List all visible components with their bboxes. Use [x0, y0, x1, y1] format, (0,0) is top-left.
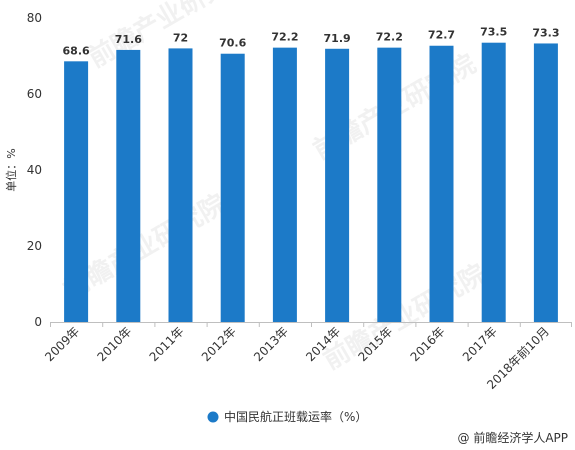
x-tick-label: 2013年	[251, 324, 291, 364]
bar	[220, 53, 245, 322]
x-tick-label: 2011年	[147, 324, 187, 364]
bar-value-label: 72.2	[376, 31, 403, 44]
source-credit: @ 前瞻经济学人APP	[458, 430, 569, 445]
legend-label: 中国民航正班载运率（%）	[224, 409, 367, 424]
data-labels: 68.6 71.6 72 70.6 72.2 71.9 72.2 72.7 73.5 73.3	[63, 26, 560, 58]
bar-value-label: 72.7	[428, 29, 455, 42]
bar	[377, 47, 402, 322]
bar	[533, 43, 558, 323]
x-tick-label: 2010年	[94, 324, 134, 364]
x-tick-label: 2009年	[42, 324, 82, 364]
bar	[429, 45, 454, 323]
x-tick-label: 2017年	[460, 324, 500, 364]
y-tick-label: 80	[27, 11, 42, 25]
x-axis: 2009年 2010年 2011年 2012年 2013年 2014年 2015年 2016年…	[42, 322, 572, 392]
bar-value-label: 72.2	[271, 31, 298, 44]
bar-value-label: 70.6	[219, 37, 246, 50]
y-tick-label: 20	[27, 239, 42, 253]
bar-value-label: 68.6	[63, 44, 90, 57]
bar	[272, 47, 297, 322]
bar	[168, 48, 193, 323]
bar	[481, 42, 506, 322]
y-tick-label: 60	[27, 87, 42, 101]
bar-series	[64, 42, 558, 323]
x-tick-label: 2016年	[408, 324, 448, 364]
bar-value-label: 73.3	[532, 26, 559, 39]
bar	[64, 61, 89, 322]
y-axis-title: 单位：%	[4, 148, 18, 191]
legend: 中国民航正班载运率（%）	[207, 409, 367, 424]
bar-value-label: 71.6	[115, 33, 142, 46]
legend-marker	[207, 411, 219, 423]
x-tick-label: 2012年	[199, 324, 239, 364]
y-tick-label: 0	[34, 315, 42, 329]
bar	[116, 49, 141, 323]
bar-value-label: 71.9	[324, 32, 351, 45]
bar-value-label: 72	[173, 31, 188, 44]
y-tick-label: 40	[27, 163, 42, 177]
bar	[325, 48, 350, 322]
bar-value-label: 73.5	[480, 26, 507, 39]
y-axis: 0 20 40 60 80	[27, 11, 42, 329]
